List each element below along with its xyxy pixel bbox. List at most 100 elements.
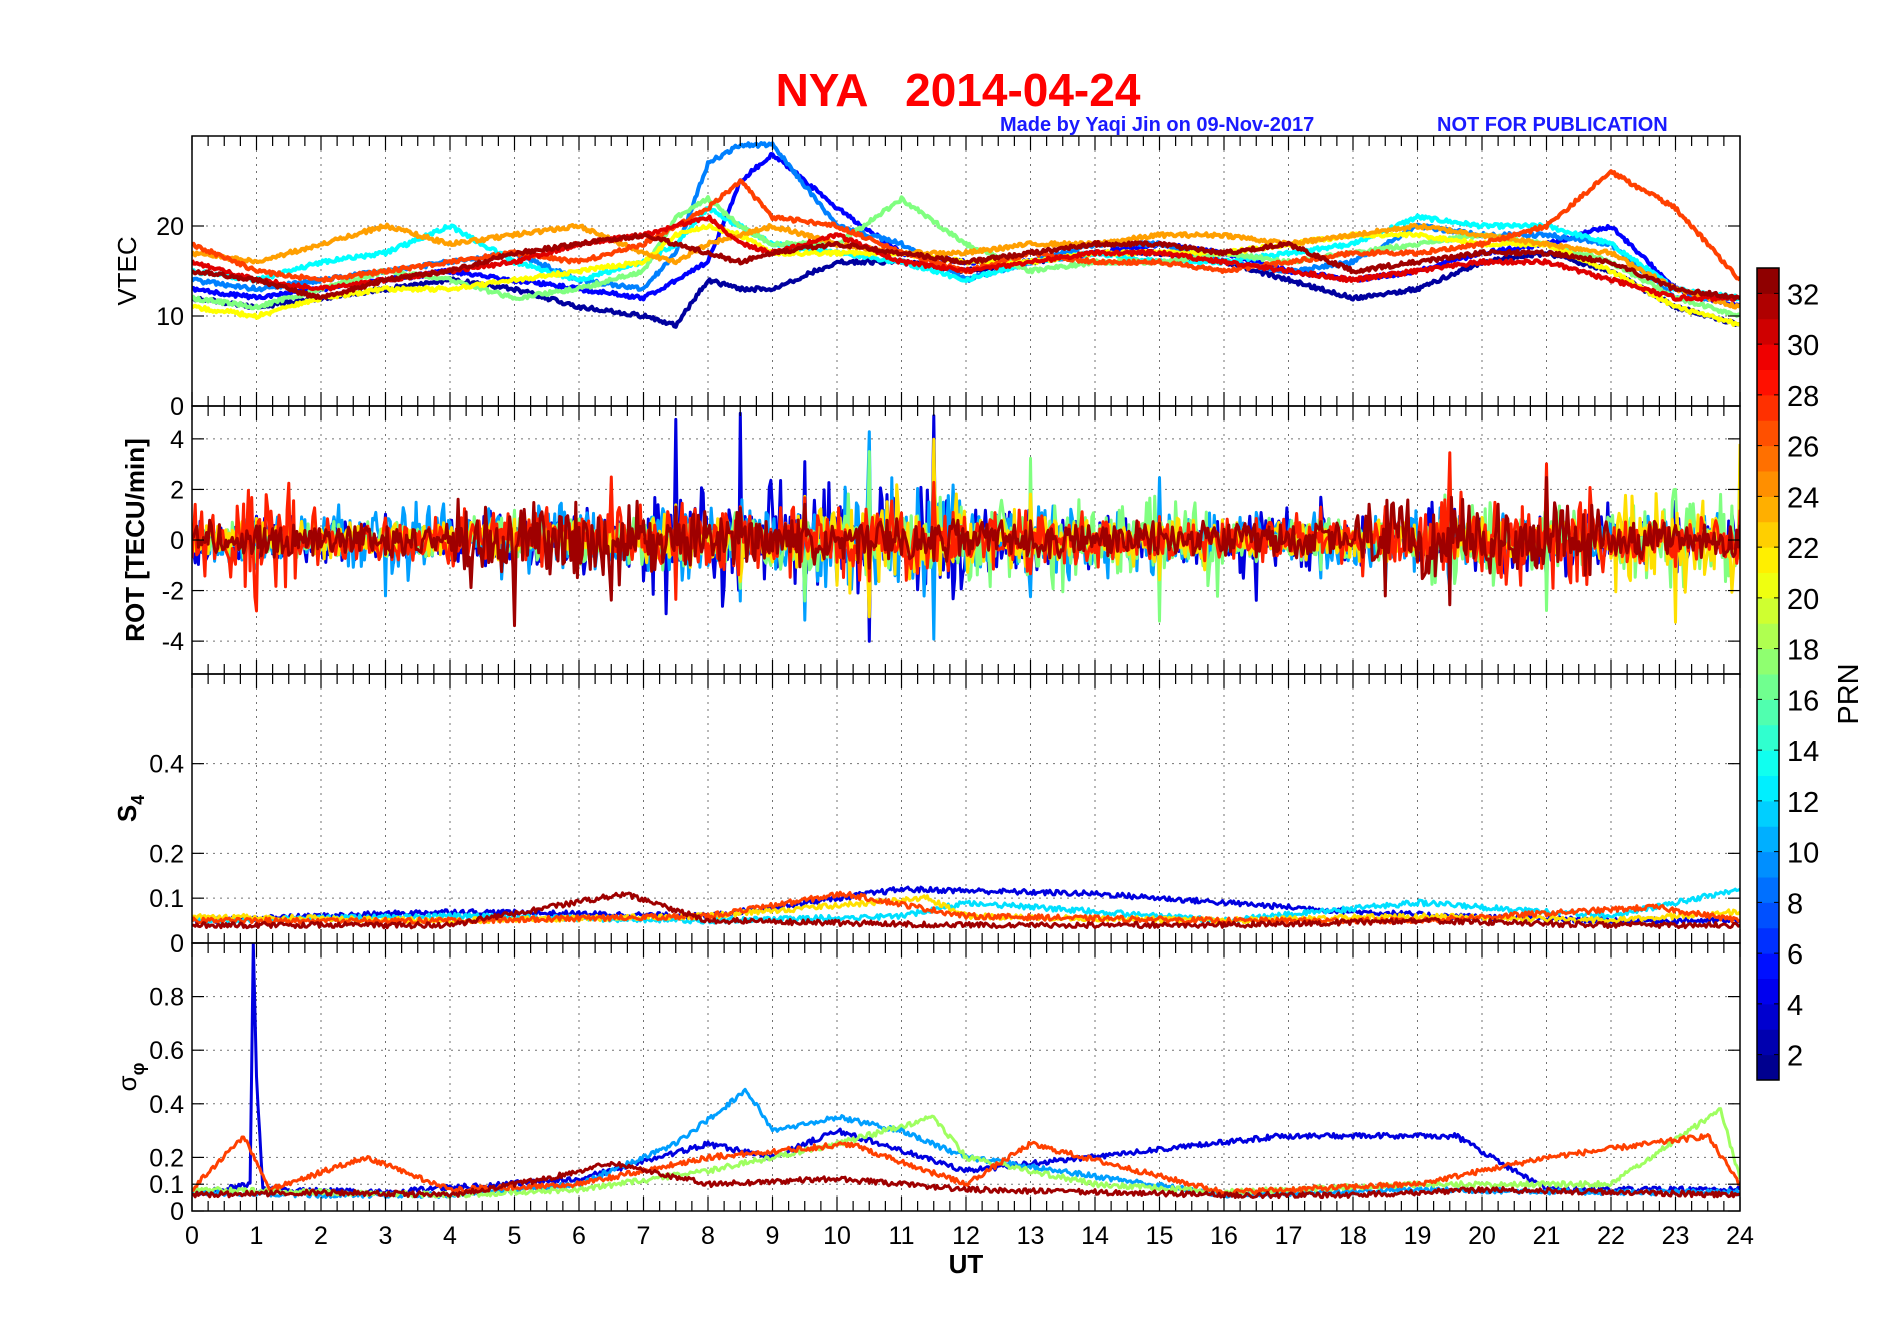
colorbar-tick-label: 32 <box>1787 279 1819 311</box>
colorbar-tick-label: 16 <box>1787 685 1819 717</box>
colorbar-segment <box>1757 496 1779 523</box>
x-tick-label: 24 <box>1726 1222 1754 1250</box>
colorbar-tick-label: 28 <box>1787 381 1819 413</box>
y-tick-label: 0.1 <box>149 885 184 913</box>
colorbar-tick-label: 18 <box>1787 635 1819 667</box>
x-tick-label: 4 <box>443 1222 457 1250</box>
colorbar-segment <box>1757 902 1779 929</box>
colorbar-tick-label: 10 <box>1787 838 1819 870</box>
colorbar-tick-label: 14 <box>1787 736 1819 768</box>
colorbar-segment <box>1757 623 1779 650</box>
x-tick-label: 15 <box>1146 1222 1174 1250</box>
colorbar-segment <box>1757 369 1779 396</box>
y-tick-label: 0 <box>170 393 184 421</box>
series-prn-4 <box>192 943 1740 1196</box>
colorbar-segment <box>1757 927 1779 954</box>
y-tick-label: 4 <box>170 426 184 454</box>
colorbar-segment <box>1757 800 1779 827</box>
y-tick-label: 0.2 <box>149 1144 184 1172</box>
series-prn-13 <box>192 206 1740 302</box>
x-ticks <box>191 674 1741 943</box>
colorbar-segment <box>1757 1054 1779 1081</box>
y-tick-label: 0.4 <box>149 751 184 779</box>
colorbar-segment <box>1757 674 1779 700</box>
colorbar-tick-label: 12 <box>1787 787 1819 819</box>
panel-2: -4 -2 0 2 4 ROT [TECU/min] <box>120 405 1741 675</box>
colorbar-tick-label: 2 <box>1787 1041 1803 1073</box>
y-tick-label: 0 <box>170 1198 184 1226</box>
y-tick-label: 0 <box>170 527 184 555</box>
colorbar-segment <box>1757 953 1779 979</box>
x-tick-label: 5 <box>508 1222 522 1250</box>
y-axis-label: VTEC <box>112 236 142 305</box>
series-prn-32 <box>192 476 1740 628</box>
colorbar-segment <box>1757 877 1779 903</box>
x-tick-label: 0 <box>185 1222 199 1250</box>
series-prn-32 <box>192 232 1740 301</box>
colorbar-tick-label: 30 <box>1787 330 1819 362</box>
x-tick-label: 7 <box>637 1222 651 1250</box>
series-prn-24 <box>192 222 1740 310</box>
colorbar-segment <box>1757 851 1779 878</box>
colorbar-segment <box>1757 572 1779 599</box>
colorbar-tick-label: 26 <box>1787 432 1819 464</box>
series-prn-12 <box>192 887 1740 925</box>
series-group <box>192 885 1740 930</box>
grid <box>192 674 1740 943</box>
y-tick-label: 0.8 <box>149 984 184 1012</box>
y-axis-label: σφ <box>112 1062 148 1091</box>
colorbar-segment <box>1757 547 1779 573</box>
y-tick-label: -4 <box>162 628 184 656</box>
x-tick-label: 13 <box>1017 1222 1045 1250</box>
colorbar-segment <box>1757 1029 1779 1056</box>
y-tick-label: 0.6 <box>149 1037 184 1065</box>
colorbar-segment <box>1757 826 1779 853</box>
colorbar-tick-label: 20 <box>1787 584 1819 616</box>
y-tick-label: -2 <box>162 578 184 606</box>
series-group <box>192 411 1740 643</box>
colorbar-segment <box>1757 521 1779 548</box>
colorbar-segment <box>1757 597 1779 624</box>
colorbar-segment <box>1757 394 1779 421</box>
x-tick-label: 22 <box>1597 1222 1625 1250</box>
y-tick-label: 0.1 <box>149 1171 184 1199</box>
x-tick-label: 23 <box>1662 1222 1690 1250</box>
x-tick-label: 3 <box>379 1222 393 1250</box>
colorbar-segment <box>1757 1003 1779 1030</box>
notice-text: NOT FOR PUBLICATION <box>1437 114 1668 136</box>
colorbar-label: PRN <box>1833 663 1865 724</box>
colorbar-segment <box>1757 775 1779 802</box>
colorbar-segment <box>1757 750 1779 776</box>
colorbar-tick-label: 6 <box>1787 939 1803 971</box>
series-prn-32 <box>192 1160 1740 1200</box>
colorbar-segment <box>1757 293 1779 320</box>
colorbar-segment <box>1757 471 1779 497</box>
series-prn-27 <box>192 1133 1740 1196</box>
panel-3: 0 0.1 0.2 0.4S4 <box>112 673 1741 958</box>
y-tick-label: 0.2 <box>149 840 184 868</box>
x-tick-label: 17 <box>1275 1222 1303 1250</box>
x-tick-label: 8 <box>701 1222 715 1250</box>
x-tick-label: 18 <box>1339 1222 1367 1250</box>
colorbar-frame <box>1756 267 1780 1081</box>
y-tick-label: 10 <box>156 303 184 331</box>
colorbar-segment <box>1757 420 1779 447</box>
colorbar-segment <box>1757 978 1779 1005</box>
x-tick-label: 19 <box>1404 1222 1432 1250</box>
y-axis-label: S4 <box>112 795 148 822</box>
x-tick-label: 9 <box>766 1222 780 1250</box>
colorbar-segment <box>1757 724 1779 751</box>
figure-title: NYA 2014-04-24 <box>776 64 1141 116</box>
colorbar-segment <box>1757 318 1779 345</box>
x-ticks <box>191 136 1741 406</box>
y-axis-label: ROT [TECU/min] <box>120 438 150 642</box>
series-prn-27 <box>192 890 1740 925</box>
panel-1: 0 10 20 VTEC <box>112 135 1741 421</box>
x-ticks <box>191 943 1741 1211</box>
x-tick-label: 11 <box>889 1222 915 1250</box>
colorbar-segment <box>1757 648 1779 675</box>
colorbar-segment <box>1757 445 1779 472</box>
